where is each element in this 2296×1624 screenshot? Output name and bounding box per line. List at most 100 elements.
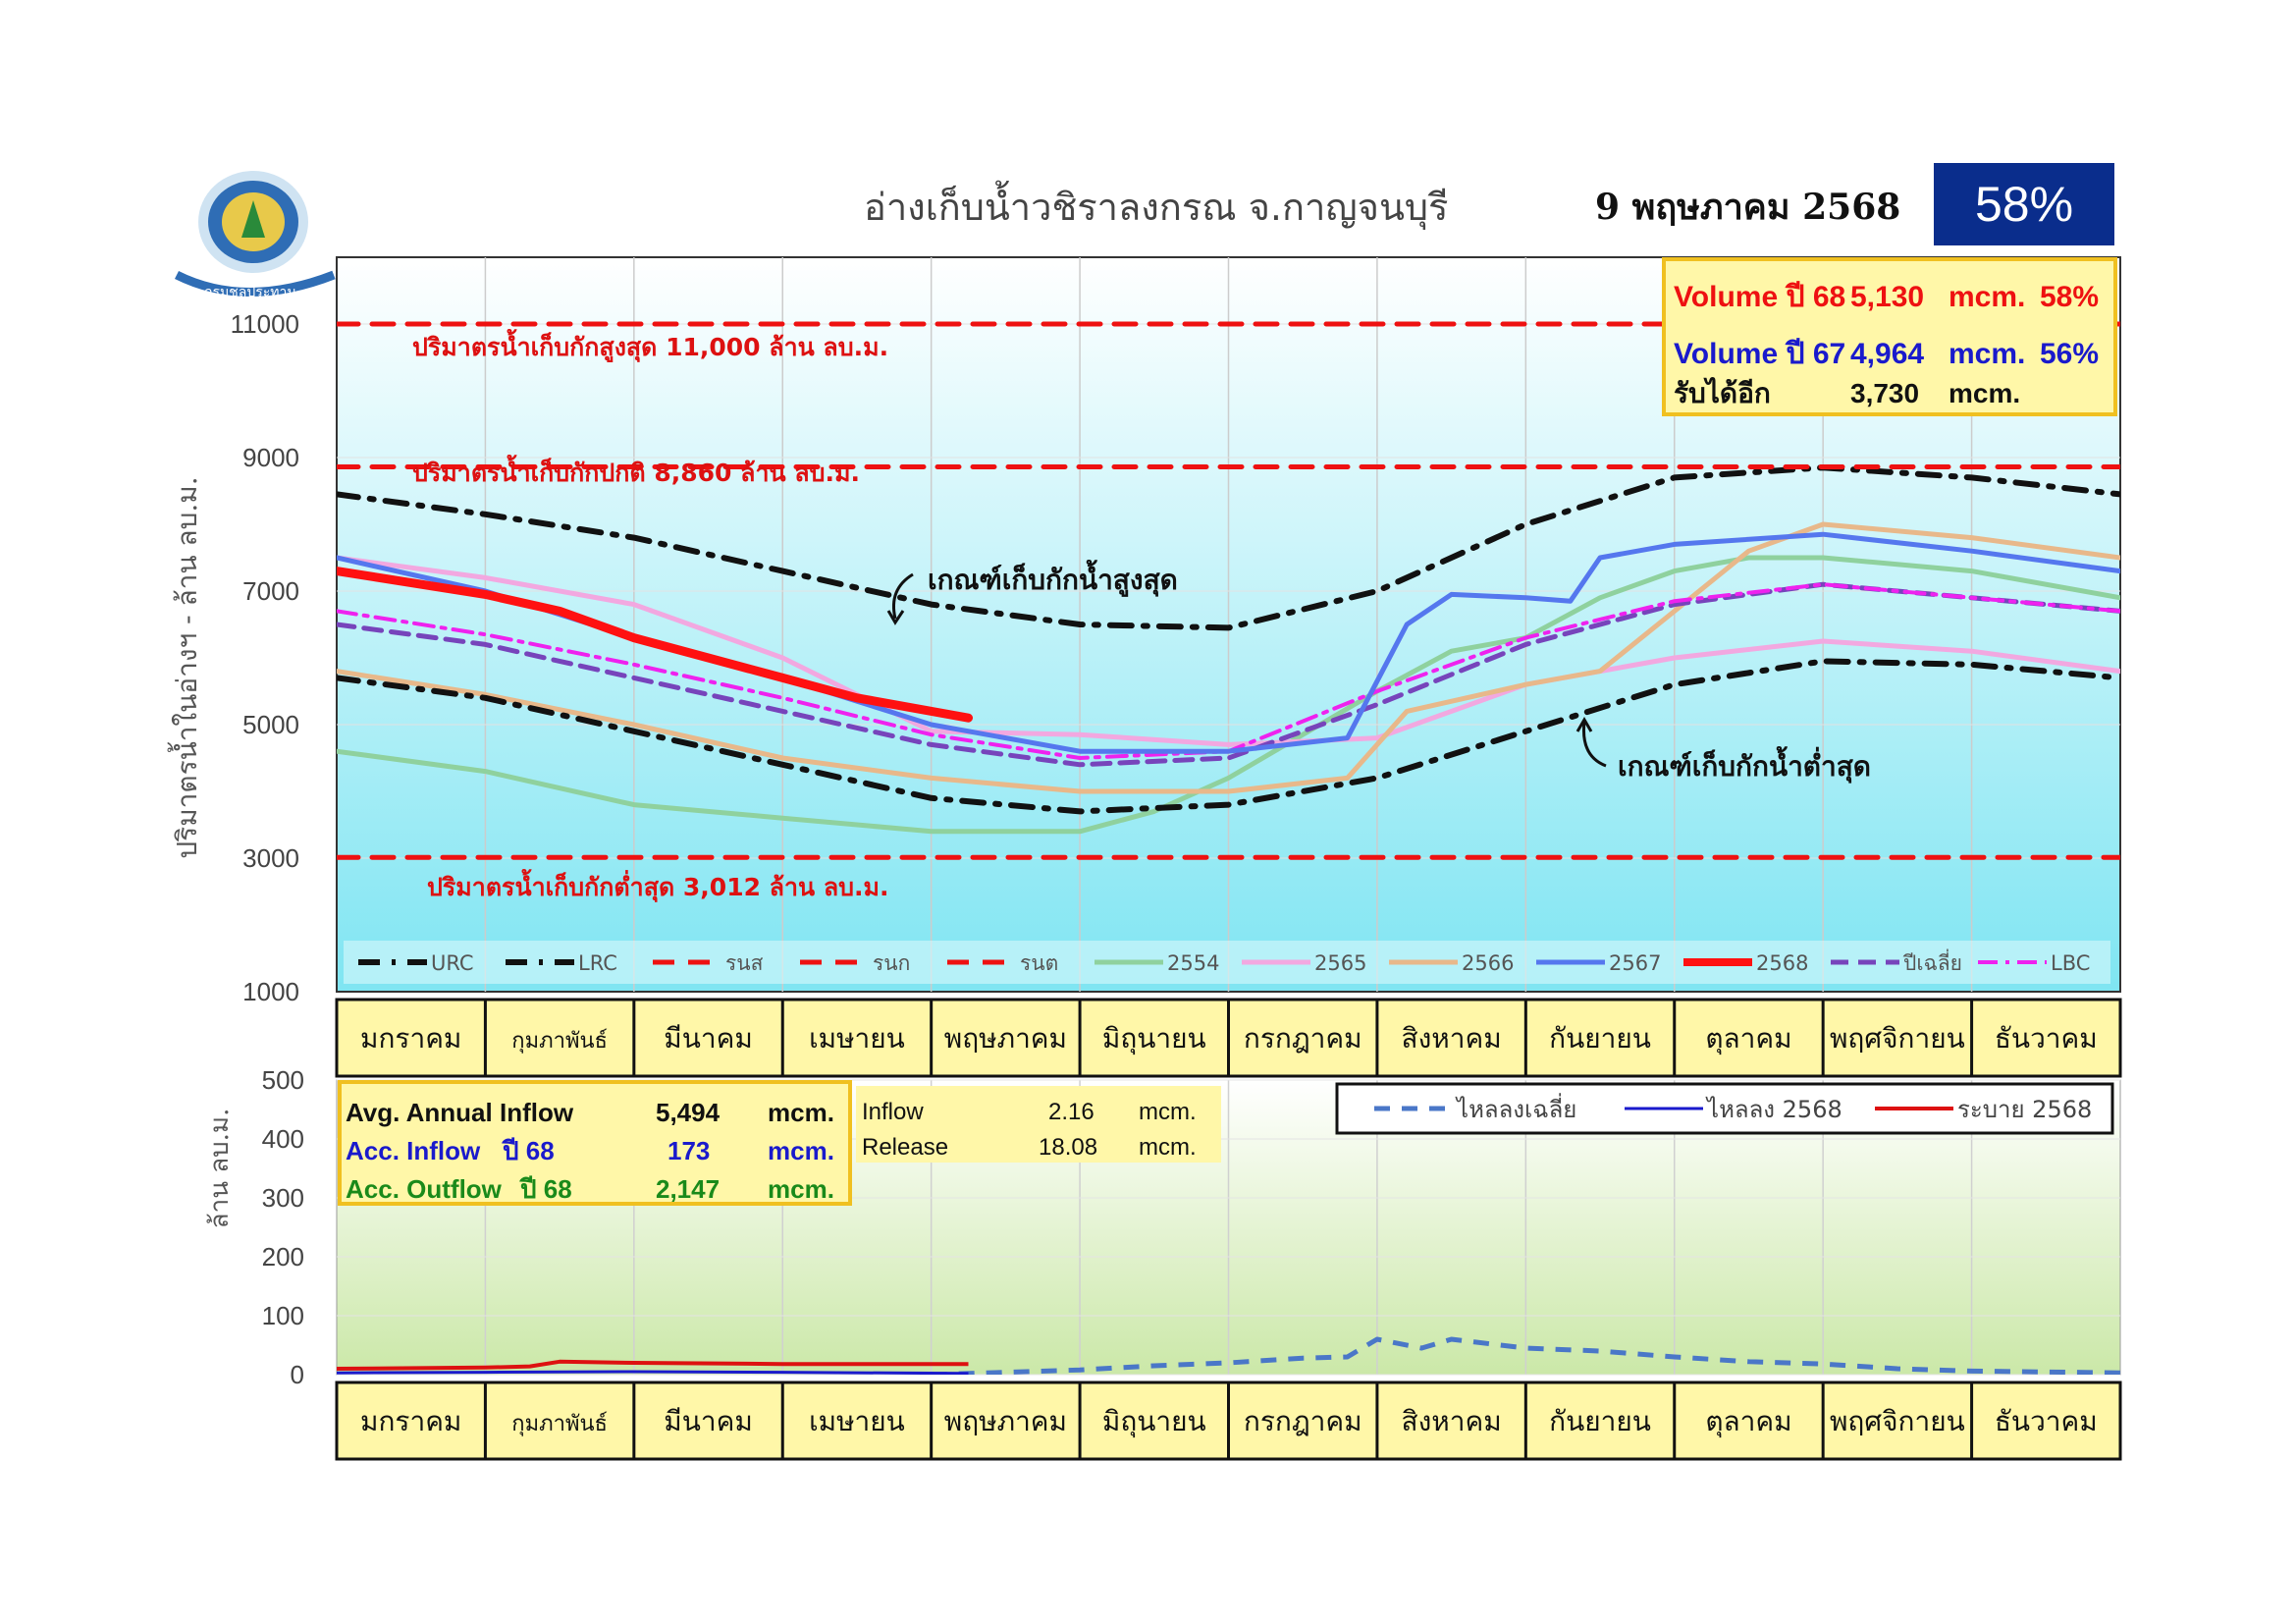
month-row-lower: มกราคม กุมภาพันธ์ มีนาคม เมษายน พฤษภาคม มิถุน…: [335, 1380, 2122, 1461]
month-label: มกราคม: [360, 1022, 461, 1055]
upper-y-tick-label: 7000: [242, 576, 299, 606]
legend-label-2566: 2566: [1462, 951, 1514, 975]
month-row-upper: มกราคม กุมภาพันธ์ มีนาคม เมษายน พฤษภาคม มิถุน…: [335, 998, 2122, 1078]
lower-legend-box: [1335, 1082, 2114, 1135]
month-label: พฤศจิกายน: [1830, 1022, 1965, 1055]
report-date: 9 พฤษภาคม 2568: [1595, 187, 1901, 228]
normal-level-label: ปริมาตรน้ำเก็บกักปกติ 8,860 ล้าน ลบ.ม.: [412, 454, 860, 487]
acc-outflow-label: Acc. Outflow: [346, 1174, 503, 1204]
legend-label-ปีเฉลี่ย: ปีเฉลี่ย: [1902, 948, 1962, 975]
daily-inflow-label: Inflow: [862, 1099, 924, 1125]
acc-inflow-label: Acc. Inflow: [346, 1136, 481, 1165]
lower-y-tick-label: 300: [262, 1183, 304, 1213]
series-line-ไหลลง 2568: [337, 1370, 969, 1375]
month-label: กรกฎาคม: [1244, 1022, 1362, 1055]
volume-67-label: Volume ปี 67: [1674, 338, 1845, 370]
acc-outflow-unit: mcm.: [768, 1174, 834, 1204]
lower-y-tick-label: 400: [262, 1124, 304, 1154]
upper-y-tick-label: 9000: [242, 443, 299, 472]
series-line-2568: [337, 567, 973, 723]
urc-annotation: เกณฑ์เก็บกักน้ำสูงสุด: [928, 559, 1178, 597]
volume-67-value: 4,964: [1850, 338, 1924, 370]
max-level-label: ปริมาตรน้ำเก็บกักสูงสุด 11,000 ล้าน ลบ.ม…: [412, 328, 888, 363]
month-label: ตุลาคม: [1705, 1022, 1791, 1056]
capacity-left-label: รับได้อีก: [1674, 377, 1771, 408]
daily-release-label: Release: [862, 1134, 948, 1161]
capacity-left-unit: mcm.: [1949, 378, 2020, 408]
month-label: มิถุนายน: [1102, 1022, 1206, 1056]
legend-label-2565: 2565: [1314, 951, 1366, 975]
lower-y-tick-label: 500: [262, 1065, 304, 1095]
annual-inflow-box: Avg. Annual Inflow 5,494 mcm. Acc. Inflo…: [338, 1080, 852, 1206]
daily-inflow-unit: mcm.: [1139, 1099, 1197, 1125]
avg-inflow-value: 5,494: [656, 1098, 721, 1127]
lrc-annotation: เกณฑ์เก็บกักน้ำต่ำสุด: [1618, 745, 1871, 784]
legend-label-LBC: LBC: [2051, 951, 2090, 975]
volume-68-unit: mcm.: [1949, 281, 2025, 313]
legend-label-LRC: LRC: [578, 951, 617, 975]
upper-y-ticks: 1000 3000 5000 7000 9000 11000: [231, 309, 299, 1006]
lower-y-tick-label: 0: [291, 1360, 304, 1389]
series-line-LRC: [337, 658, 2120, 815]
month-label: ตุลาคม: [1705, 1405, 1791, 1438]
month-label: มิถุนายน: [1102, 1405, 1206, 1438]
lower-series: [337, 1336, 2120, 1375]
volume-68-value: 5,130: [1850, 281, 1924, 313]
avg-inflow-unit: mcm.: [768, 1098, 834, 1127]
month-label: พฤษภาคม: [944, 1022, 1067, 1055]
acc-inflow-value: 173: [667, 1136, 710, 1165]
upper-y-tick-label: 11000: [231, 309, 299, 339]
daily-flow-box: Inflow 2.16 mcm. Release 18.08 mcm.: [856, 1086, 1221, 1163]
lower-y-tick-label: 100: [262, 1301, 304, 1330]
month-label: เมษายน: [809, 1022, 905, 1055]
upper-y-tick-label: 3000: [242, 843, 299, 873]
legend-label-รนก: รนก: [873, 951, 910, 975]
legend-label-รนส: รนส: [725, 951, 764, 975]
legend-label-ไหลลง 2568: ไหลลง 2568: [1705, 1096, 1842, 1123]
urc-annotation-arrow: [892, 572, 914, 620]
acc-outflow-value: 2,147: [656, 1174, 720, 1204]
month-label: มกราคม: [360, 1405, 461, 1437]
upper-series: [337, 321, 2120, 860]
legend-label-2568: 2568: [1756, 951, 1808, 975]
month-label: กันยายน: [1549, 1405, 1651, 1437]
month-label: มีนาคม: [664, 1022, 753, 1055]
capacity-left-value: 3,730: [1850, 378, 1919, 408]
department-logo: กรมชลประทาน: [147, 157, 344, 314]
min-level-label: ปริมาตรน้ำเก็บกักต่ำสุด 3,012 ล้าน ลบ.ม.: [427, 868, 889, 903]
month-label: พฤษภาคม: [944, 1405, 1067, 1437]
month-label: พฤศจิกายน: [1830, 1405, 1965, 1437]
legend-label-ระบาย 2568: ระบาย 2568: [1957, 1096, 2092, 1123]
month-label: ธันวาคม: [1995, 1405, 2098, 1437]
legend-label-2567: 2567: [1609, 951, 1661, 975]
series-line-2565: [337, 555, 2120, 747]
month-label: ธันวาคม: [1995, 1022, 2098, 1055]
volume-info-box: Volume ปี 68 5,130 mcm. 58% Volume ปี 67…: [1662, 257, 2117, 416]
legend-label-รนต: รนต: [1020, 951, 1058, 975]
volume-67-pct: 56%: [2040, 338, 2099, 370]
month-label: สิงหาคม: [1402, 1022, 1502, 1055]
page-title: อ่างเก็บน้ำวชิราลงกรณ จ.กาญจนบุรี: [864, 186, 1449, 229]
series-line-ไหลลงเฉลี่ย: [931, 1336, 2120, 1375]
month-label: กุมภาพันธ์: [511, 1029, 608, 1054]
avg-inflow-label: Avg. Annual Inflow: [346, 1098, 574, 1127]
month-label: กันยายน: [1549, 1022, 1651, 1055]
series-line-ปีเฉลี่ย: [337, 581, 2120, 768]
daily-inflow-value: 2.16: [1048, 1099, 1095, 1125]
volume-68-label: Volume ปี 68: [1674, 281, 1845, 313]
volume-68-pct: 58%: [2040, 281, 2099, 313]
month-label: กุมภาพันธ์: [511, 1412, 608, 1436]
month-label: เมษายน: [809, 1405, 905, 1437]
upper-legend: URC LRC รนส รนก รนต 2554 2565 2566 2567 2568 ปีเฉล…: [344, 941, 2110, 984]
daily-release-unit: mcm.: [1139, 1134, 1197, 1161]
month-label: กรกฎาคม: [1244, 1405, 1362, 1437]
volume-67-unit: mcm.: [1949, 338, 2025, 370]
storage-percent-badge: 58%: [1934, 163, 2114, 245]
upper-y-tick-label: 5000: [242, 710, 299, 739]
upper-y-tick-label: 1000: [242, 977, 299, 1006]
acc-outflow-year: ปี 68: [519, 1174, 572, 1204]
lower-y-ticks: 0 100 200 300 400 500: [262, 1065, 304, 1389]
legend-label-URC: URC: [431, 951, 474, 975]
month-label: มีนาคม: [664, 1405, 753, 1437]
